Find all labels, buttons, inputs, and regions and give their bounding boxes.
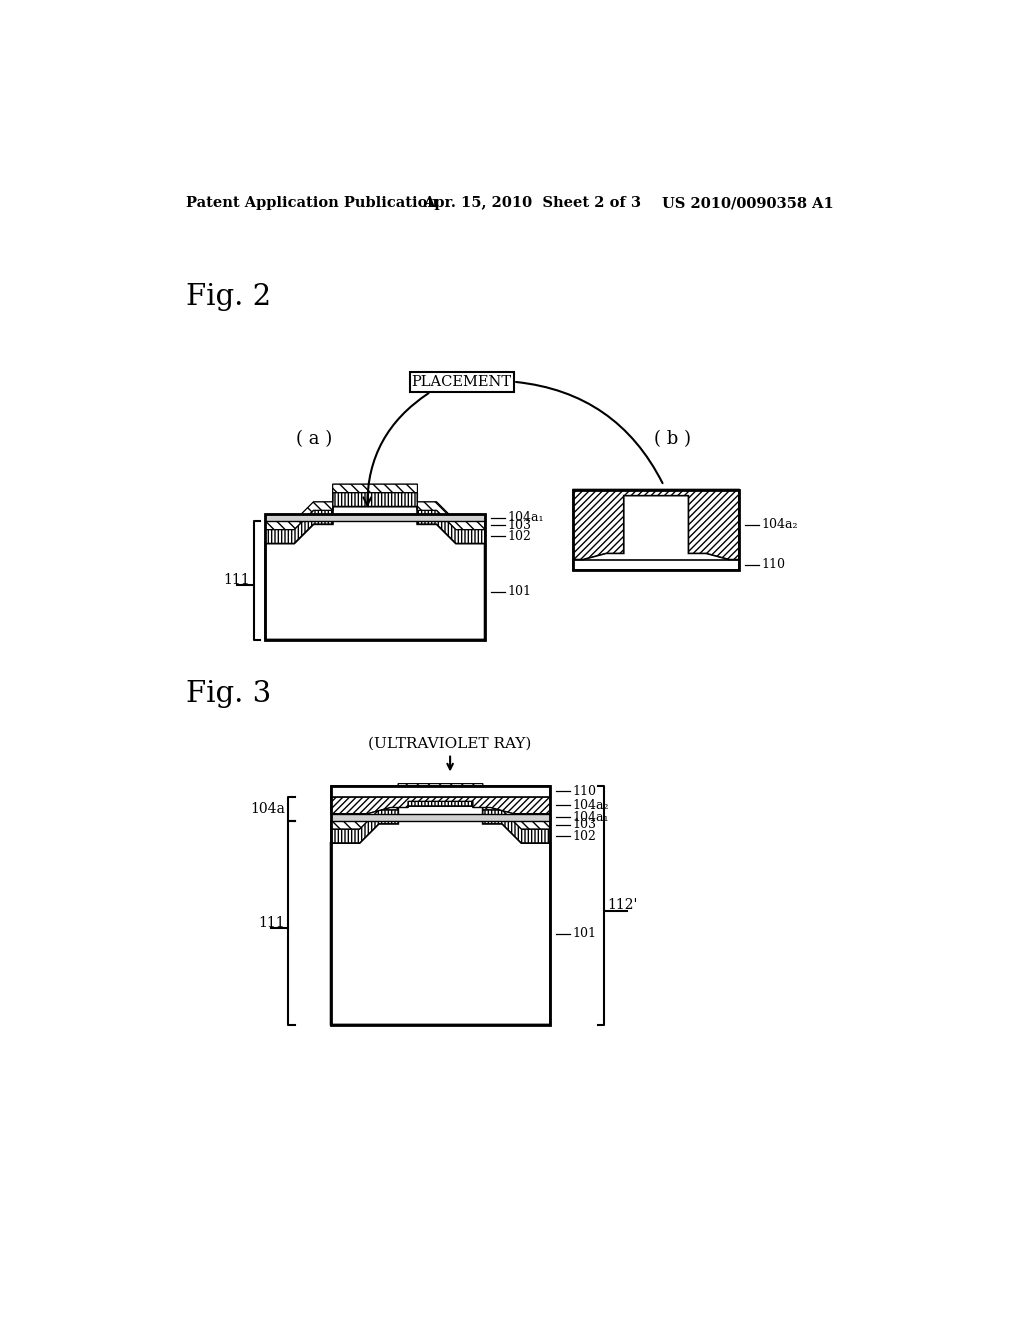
Bar [331,785,550,1024]
Text: 104a₁: 104a₁ [572,810,609,824]
Bar [265,515,484,640]
Text: 103: 103 [507,519,531,532]
Text: US 2010/0090358 A1: US 2010/0090358 A1 [662,197,834,210]
Text: 102: 102 [572,829,596,842]
Text: 101: 101 [507,585,531,598]
Polygon shape [331,797,550,813]
Polygon shape [331,807,550,1024]
Text: PLACEMENT: PLACEMENT [412,375,512,388]
Text: (ULTRAVIOLET RAY): (ULTRAVIOLET RAY) [369,737,531,751]
Text: 102: 102 [507,529,531,543]
Text: 112': 112' [607,899,638,912]
Text: 104a₂: 104a₂ [761,517,798,531]
Text: 111: 111 [223,573,250,587]
Text: 110: 110 [572,785,597,797]
Polygon shape [265,484,484,529]
Bar [573,560,739,570]
Text: 104a: 104a [251,801,286,816]
Polygon shape [265,492,484,544]
Bar [331,785,550,797]
Polygon shape [331,813,550,821]
Polygon shape [573,490,739,560]
Text: Apr. 15, 2010  Sheet 2 of 3: Apr. 15, 2010 Sheet 2 of 3 [423,197,641,210]
Text: ( b ): ( b ) [654,430,691,449]
Text: 104a₂: 104a₂ [572,799,609,812]
Bar [573,490,739,570]
Text: 103: 103 [572,818,597,832]
FancyArrowPatch shape [364,393,428,506]
Text: 110: 110 [761,558,785,572]
Text: 101: 101 [572,927,597,940]
Text: 104a₁: 104a₁ [507,511,544,524]
FancyBboxPatch shape [410,372,514,392]
Text: ( a ): ( a ) [296,430,333,449]
Text: Patent Application Publication: Patent Application Publication [186,197,438,210]
FancyArrowPatch shape [516,381,663,483]
Text: Fig. 2: Fig. 2 [186,282,271,312]
Polygon shape [265,515,484,521]
Polygon shape [331,792,550,843]
Polygon shape [265,507,484,640]
Polygon shape [331,784,550,829]
Text: Fig. 3: Fig. 3 [186,680,271,708]
Text: 111: 111 [259,916,286,929]
